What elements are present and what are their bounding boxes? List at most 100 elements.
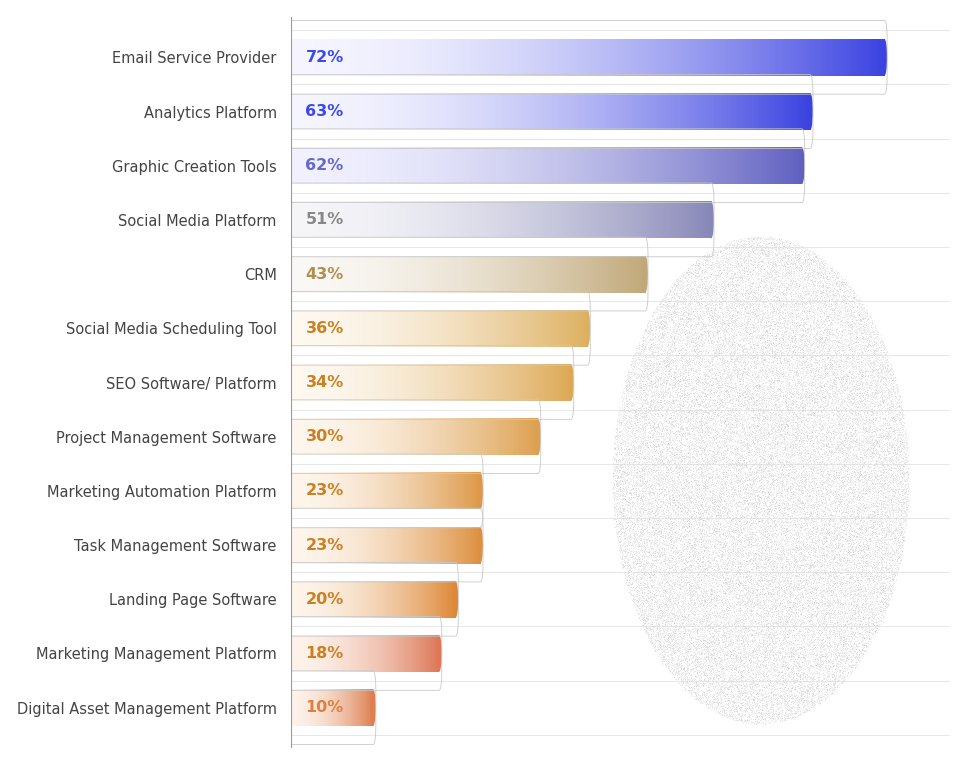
Point — [880, 416, 895, 428]
Point — [824, 631, 839, 643]
Point — [867, 343, 883, 356]
Point — [689, 259, 704, 271]
Point — [859, 559, 874, 571]
Point — [819, 605, 835, 617]
Point — [878, 406, 894, 418]
Point — [853, 546, 868, 558]
Point — [857, 546, 872, 558]
Point — [703, 435, 718, 448]
Point — [641, 509, 657, 522]
Point — [828, 287, 843, 299]
Point — [796, 620, 811, 632]
Circle shape — [288, 201, 293, 239]
Point — [874, 477, 890, 489]
Point — [658, 470, 673, 482]
Point — [730, 452, 746, 464]
Point — [820, 659, 835, 671]
Point — [881, 520, 896, 532]
Point — [729, 477, 745, 489]
Point — [719, 343, 735, 355]
Point — [777, 651, 792, 663]
Point — [790, 526, 806, 538]
Point — [616, 444, 631, 457]
Point — [738, 459, 753, 471]
Bar — [834, 39, 835, 76]
Point — [778, 639, 794, 651]
Point — [845, 349, 861, 361]
Point — [828, 467, 843, 479]
Point — [856, 541, 871, 553]
Point — [814, 389, 830, 401]
Point — [623, 382, 638, 395]
Point — [781, 578, 797, 590]
Point — [643, 455, 659, 467]
Point — [647, 595, 662, 607]
Point — [713, 604, 728, 617]
Point — [819, 288, 835, 301]
Point — [777, 575, 793, 587]
Point — [862, 548, 877, 560]
Point — [814, 559, 830, 571]
Point — [712, 487, 727, 499]
Point — [643, 321, 659, 334]
Point — [625, 518, 640, 530]
Bar — [463, 201, 464, 239]
Point — [874, 498, 890, 510]
Point — [781, 601, 797, 614]
Point — [867, 502, 883, 514]
Point — [896, 431, 912, 443]
Point — [704, 646, 719, 658]
Point — [841, 503, 857, 516]
Point — [828, 526, 843, 538]
Point — [763, 315, 778, 327]
Point — [693, 561, 709, 573]
Point — [864, 607, 880, 620]
Point — [849, 441, 864, 453]
Point — [814, 651, 830, 663]
Point — [778, 389, 794, 401]
Point — [787, 250, 803, 262]
Point — [802, 503, 817, 516]
Point — [639, 369, 655, 382]
Point — [654, 652, 669, 664]
Point — [786, 469, 802, 481]
Point — [647, 330, 662, 342]
Point — [655, 593, 670, 605]
Point — [833, 444, 848, 457]
Point — [880, 448, 895, 461]
Point — [762, 678, 777, 690]
Point — [691, 689, 707, 702]
Bar — [596, 93, 598, 130]
Point — [637, 496, 653, 509]
Point — [812, 464, 828, 476]
Point — [810, 436, 826, 448]
Point — [875, 568, 891, 581]
Point — [884, 443, 899, 455]
Point — [629, 409, 644, 421]
Point — [843, 597, 859, 609]
Point — [799, 392, 814, 405]
Point — [638, 601, 654, 613]
Point — [786, 690, 802, 702]
Point — [708, 467, 723, 479]
Point — [775, 250, 790, 262]
Point — [862, 573, 877, 585]
Point — [777, 321, 793, 334]
Point — [754, 511, 770, 523]
Point — [728, 616, 744, 628]
Point — [838, 422, 854, 434]
Point — [637, 511, 653, 523]
Point — [669, 641, 685, 653]
Point — [729, 384, 745, 396]
Point — [764, 269, 779, 281]
Point — [624, 456, 639, 468]
Point — [677, 552, 692, 565]
Point — [658, 633, 673, 646]
Point — [876, 403, 892, 415]
Point — [646, 464, 661, 476]
Point — [803, 509, 818, 522]
Point — [707, 505, 722, 517]
Point — [692, 370, 708, 382]
Point — [676, 576, 691, 588]
Point — [626, 573, 641, 585]
